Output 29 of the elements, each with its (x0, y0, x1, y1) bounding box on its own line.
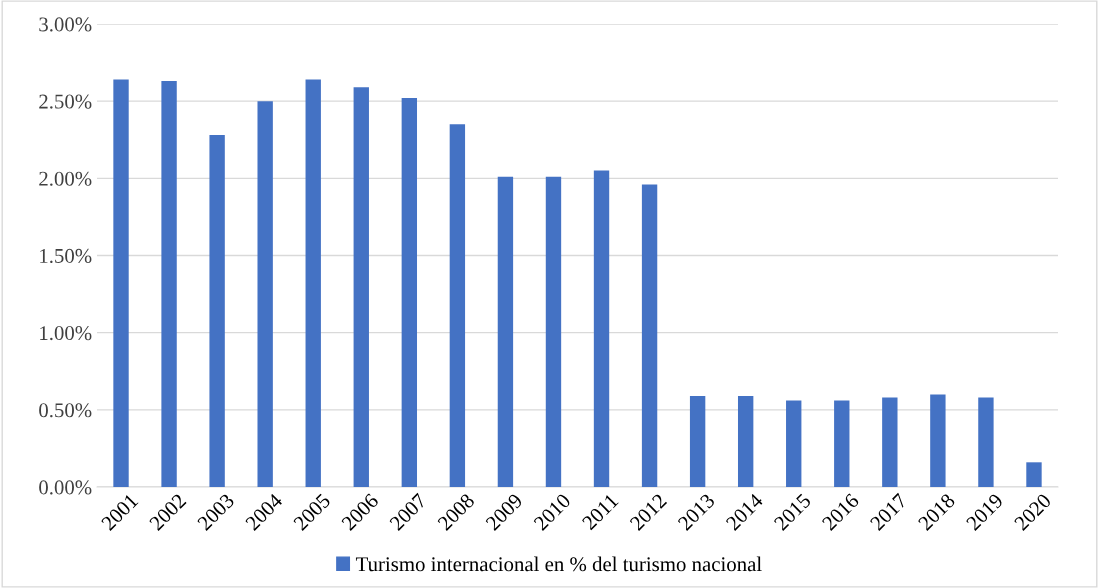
bar (161, 81, 177, 487)
bar (545, 176, 562, 487)
bar (641, 184, 658, 487)
bar (882, 397, 898, 487)
y-tick-label: 1.00% (40, 326, 92, 341)
bar (209, 135, 225, 487)
bar (593, 170, 610, 487)
y-tick-label: 0.00% (39, 480, 92, 495)
legend-label: Turismo internacional en % del turismo nacional (355, 556, 762, 572)
bar (737, 395, 754, 487)
bar (353, 87, 369, 487)
y-tick-label: 2.50% (39, 94, 92, 109)
bar (1026, 462, 1042, 487)
bar (449, 124, 466, 487)
y-tick-label: 3.00% (39, 17, 92, 32)
bar (834, 400, 850, 487)
x-tick-label: 2011 (581, 493, 619, 531)
bar (786, 400, 802, 487)
y-tick-label: 0.50% (39, 403, 92, 418)
bar (257, 101, 273, 487)
bar (401, 98, 418, 487)
bar (930, 394, 946, 487)
bar (113, 79, 129, 487)
bar (978, 397, 994, 487)
y-tick-label: 1.50% (40, 248, 92, 264)
bar (689, 395, 706, 487)
bar (305, 79, 321, 487)
y-tick-label: 2.00% (39, 171, 92, 186)
bar (497, 176, 514, 487)
